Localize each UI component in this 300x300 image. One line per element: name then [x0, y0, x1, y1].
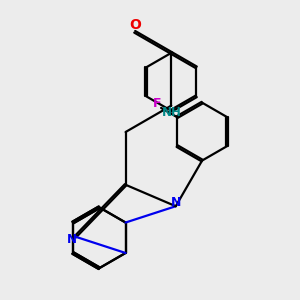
Text: O: O [129, 19, 141, 32]
Text: NH: NH [162, 106, 182, 119]
Text: F: F [153, 97, 161, 110]
Text: N: N [171, 196, 181, 208]
Text: N: N [67, 233, 77, 246]
